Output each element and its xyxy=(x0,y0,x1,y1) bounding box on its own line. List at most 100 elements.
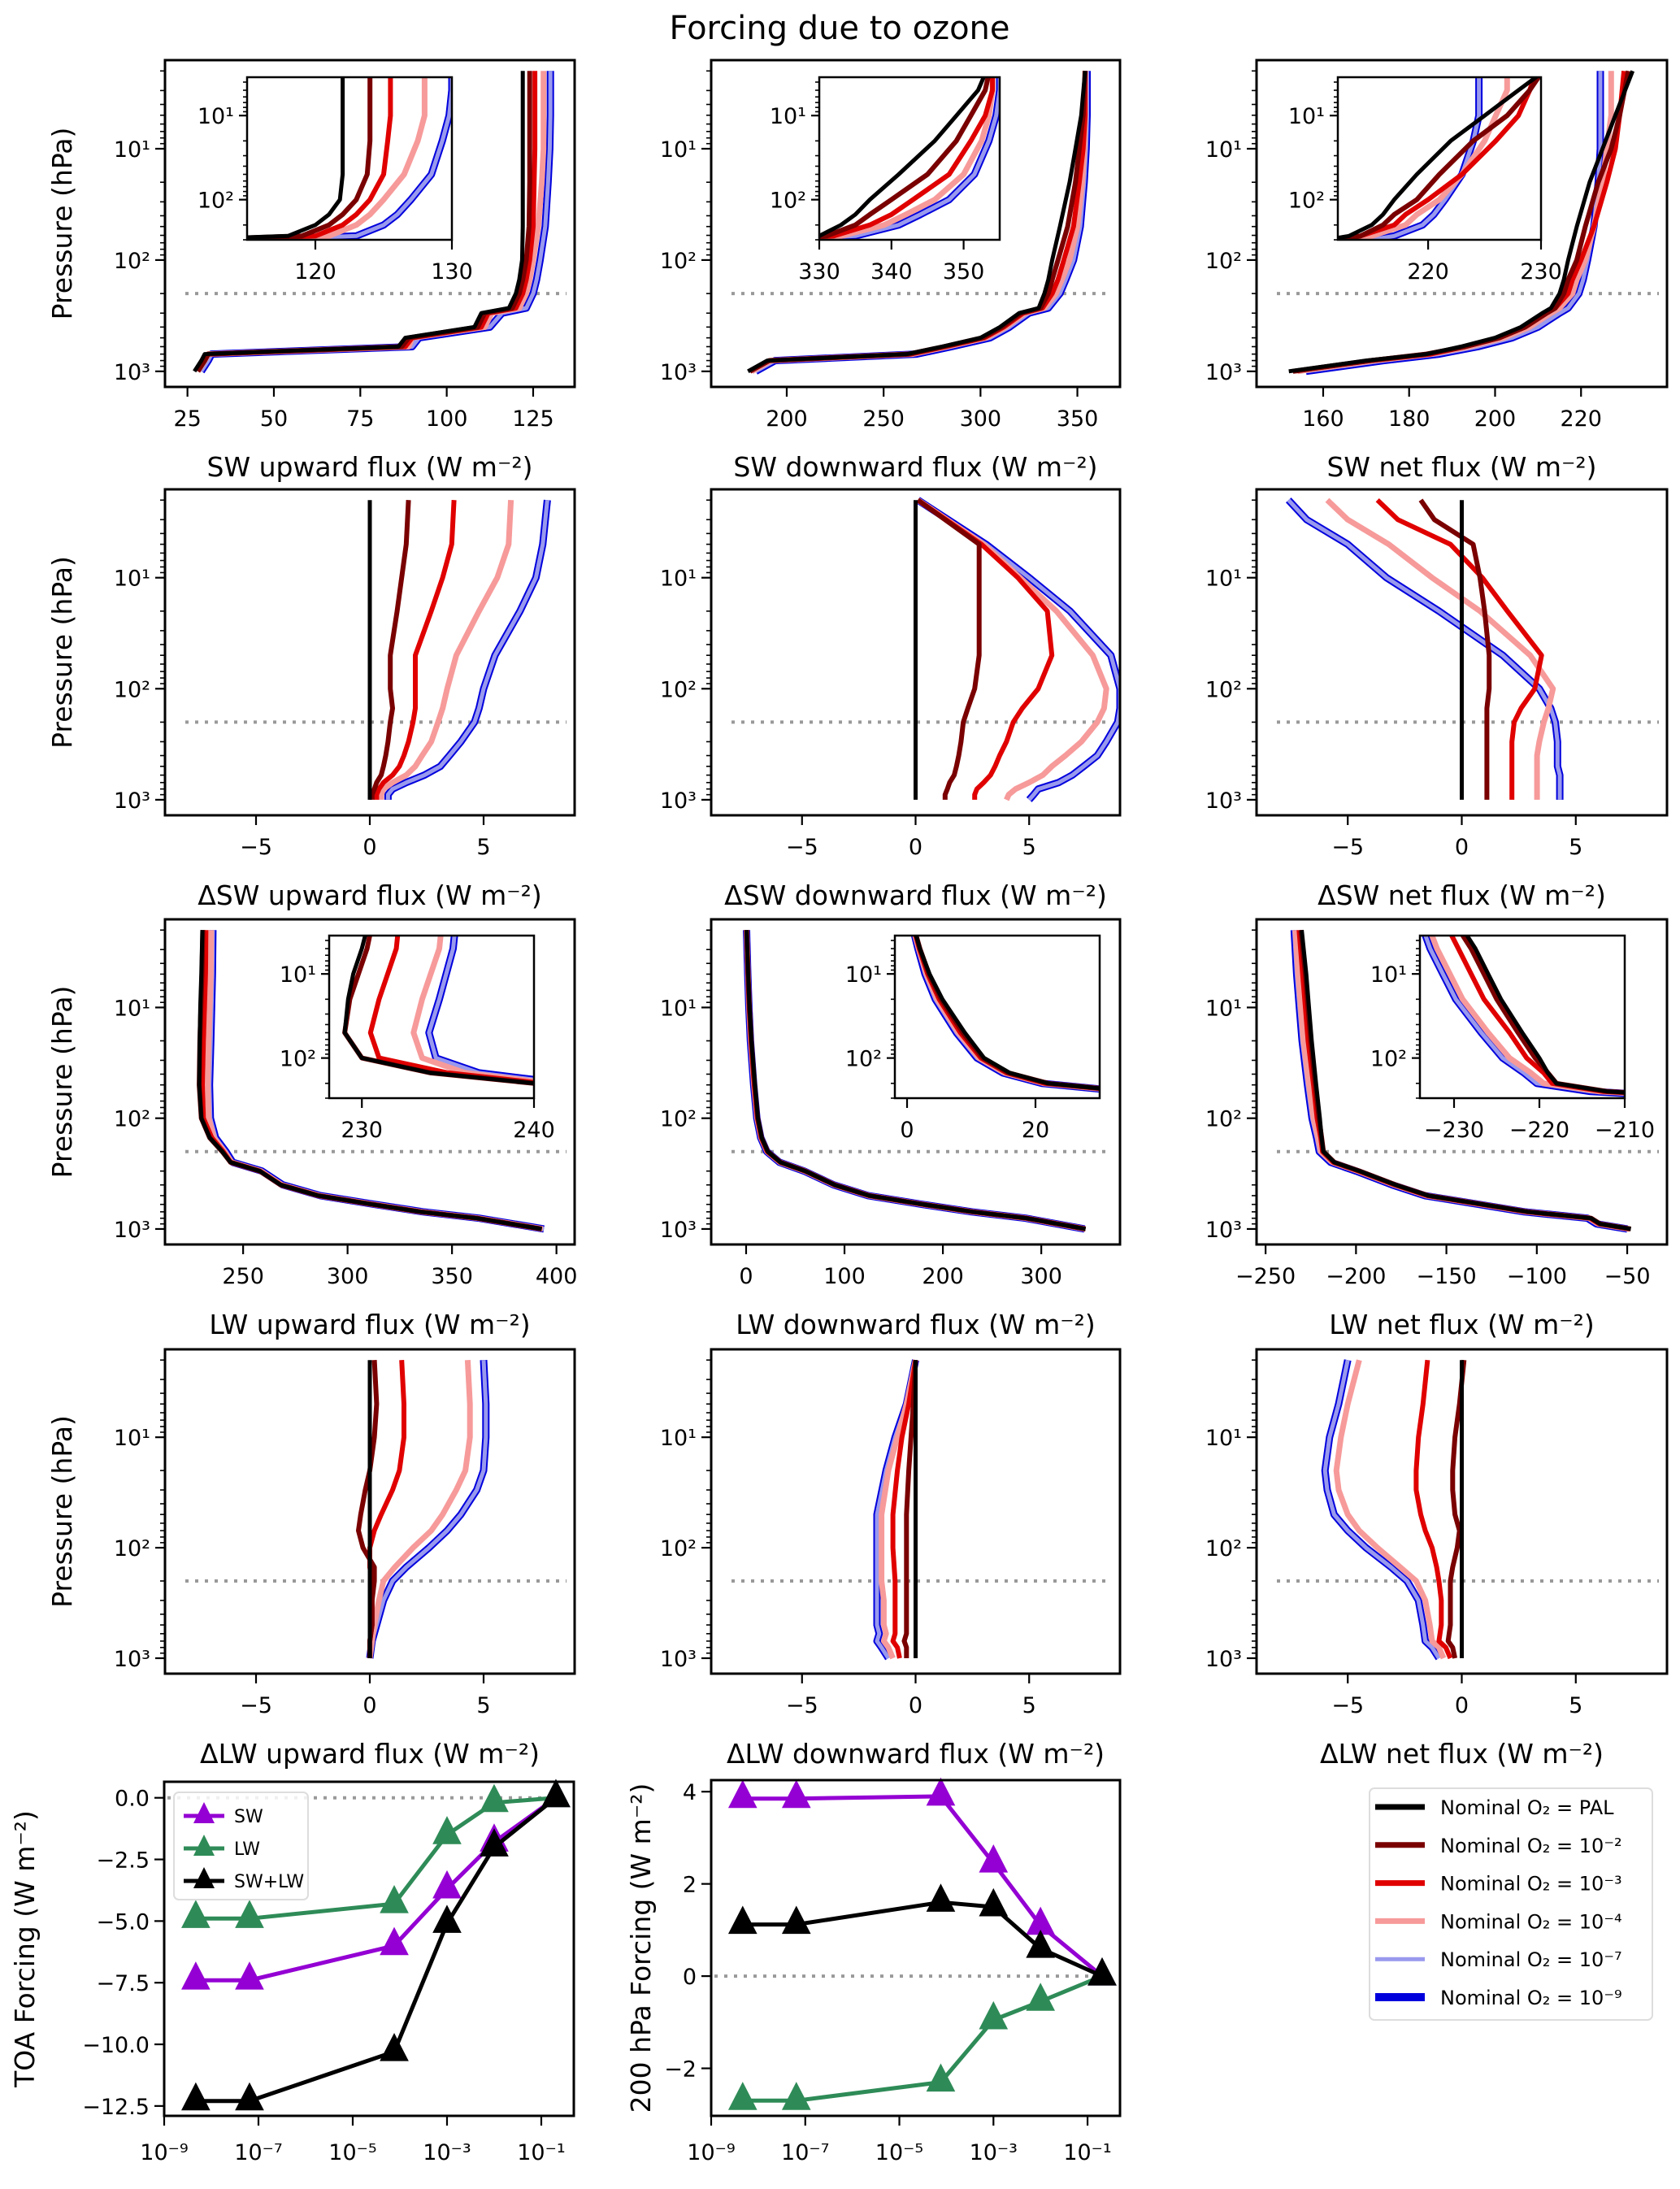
x-tick-label: 25 xyxy=(173,406,201,432)
series-line-1e-2 xyxy=(901,1360,918,1658)
panel-toa-forcing: 0.0 −2.5 −5.0 −7.5 −10.0 −12.5 10⁻⁹ 10⁻⁷ 10⁻⁵ 10⁻… xyxy=(9,1779,575,2189)
lw-up-y-tick-label: 10² xyxy=(114,1107,150,1132)
inset-x-tick-label: 20 xyxy=(1022,1118,1049,1143)
marker-triangle xyxy=(781,1905,811,1935)
panel-sw-down: 10¹ 10² 10³ 200 250 300 350 SW downward flux (W… xyxy=(660,59,1122,483)
x-tick-label: −50 xyxy=(1604,1264,1651,1289)
x-tick-label: 200 xyxy=(1474,406,1517,432)
inset-lw-up: 10¹ 10² 230 240 xyxy=(280,934,555,1143)
marker-triangle xyxy=(480,1828,509,1857)
x-axis-label: LW upward flux (W m⁻²) xyxy=(209,1309,530,1340)
series-line-1e-3 xyxy=(1413,1359,1453,1660)
x-tick-label: 5 xyxy=(1569,1693,1582,1718)
y-tick-label: −5.0 xyxy=(96,1909,150,1935)
dsw-net-y-tick-label: 10² xyxy=(1205,677,1242,702)
y-tick-label: −7.5 xyxy=(96,1971,150,1996)
dlw-down-y-tick-label: 10³ xyxy=(660,1647,697,1672)
inset-x-tick-label: 220 xyxy=(1407,259,1449,284)
panel-dsw-net: 10¹ 10² 10³ −5 0 5 ΔSW net flux (W m⁻²) xyxy=(1205,488,1669,911)
dlw-down-y-tick-label: 10¹ xyxy=(660,1426,697,1451)
x-tick-label: 0 xyxy=(362,1693,376,1718)
x-tick-label: 100 xyxy=(426,406,468,432)
series-line-1e-4 xyxy=(1333,1359,1447,1660)
inset-series-line-1e-4 xyxy=(819,77,996,240)
x-tick-label: 10⁻⁵ xyxy=(875,2140,923,2165)
inset-series-line-1e-3 xyxy=(1338,77,1537,240)
x-tick-label: 100 xyxy=(823,1264,866,1289)
panel-dsw-down: 10¹ 10² 10³ −5 0 5 ΔSW downward flux (W m⁻²) xyxy=(660,488,1122,911)
lw-up-y-tick-label: 10¹ xyxy=(114,996,150,1021)
series-line-1e-3 xyxy=(916,497,1055,800)
inset-sw-up-y-tick-label: 10² xyxy=(198,189,234,214)
inset-x-tick-label: 130 xyxy=(431,259,473,284)
x-tick-label: −150 xyxy=(1417,1264,1477,1289)
axes-frame xyxy=(163,59,576,389)
inset-series-line-1e-7 xyxy=(819,77,1000,240)
x-axis-label: SW upward flux (W m⁻²) xyxy=(207,451,533,483)
marker-triangle xyxy=(181,1900,211,1928)
x-axis-label: ΔSW net flux (W m⁻²) xyxy=(1318,880,1606,911)
x-tick-label: 10⁻⁵ xyxy=(328,2140,376,2165)
legend-marker xyxy=(193,1835,215,1856)
x-tick-label: 10⁻⁹ xyxy=(140,2140,188,2165)
dlw-net-y-tick-label: 10³ xyxy=(1205,1647,1242,1672)
sw-up-y-tick-label: 10³ xyxy=(114,360,150,385)
lw-down-y-tick-label: 10¹ xyxy=(660,996,697,1021)
legend-label-1e-7: Nominal O₂ = 10⁻⁷ xyxy=(1440,1948,1622,1971)
inset-x-tick-label: 330 xyxy=(798,259,840,284)
axes-frame xyxy=(710,59,1122,389)
sw-down-y-tick-label: 10³ xyxy=(660,360,697,385)
marker-triangle xyxy=(727,1905,758,1935)
dlw-net-y-tick-label: 10² xyxy=(1205,1536,1242,1561)
x-tick-label: 10⁻⁷ xyxy=(781,2140,829,2165)
x-axis-label: SW net flux (W m⁻²) xyxy=(1326,451,1596,483)
x-tick-label: 5 xyxy=(1569,835,1582,860)
inset-lw-net-y-tick-label: 10¹ xyxy=(1370,962,1407,988)
series-line-1e-4 xyxy=(1325,497,1556,800)
x-tick-label: 50 xyxy=(260,406,288,432)
marker-triangle xyxy=(235,1961,264,1990)
inset-lw-up-y-tick-label: 10² xyxy=(280,1047,316,1072)
series-line-1e-3 xyxy=(890,1359,918,1659)
legend-label: SW xyxy=(234,1807,263,1827)
marker-triangle xyxy=(380,2033,409,2061)
x-tick-label: 5 xyxy=(476,835,490,860)
inset-series-line-1e-7 xyxy=(251,77,452,240)
series-line-PAL xyxy=(193,71,525,373)
inset-series-line-PAL xyxy=(247,77,345,240)
legend-label-1e-4: Nominal O₂ = 10⁻⁴ xyxy=(1440,1910,1622,1933)
inset-lw-down-y-tick-label: 10¹ xyxy=(845,962,882,988)
sw-down-y-tick-label: 10¹ xyxy=(660,137,697,163)
x-tick-label: 125 xyxy=(512,406,554,432)
x-tick-label: 10⁻⁷ xyxy=(234,2140,282,2165)
x-tick-label: −5 xyxy=(240,835,272,860)
inset-frame xyxy=(1336,76,1543,241)
y-tick-label: 0.0 xyxy=(115,1787,150,1812)
inset-lw-down: 10¹ 10² 0 20 xyxy=(845,934,1101,1143)
dlw-up-y-tick-label: 10² xyxy=(114,1536,150,1561)
legend-label-1e-2: Nominal O₂ = 10⁻² xyxy=(1440,1835,1622,1857)
panel-dlw-down: 10¹ 10² 10³ −5 0 5 ΔLW downward flux (W m⁻²) xyxy=(660,1348,1122,1770)
dsw-net-y-tick-label: 10¹ xyxy=(1205,567,1242,592)
legend-label-1e-9: Nominal O₂ = 10⁻⁹ xyxy=(1440,1987,1622,2009)
dlw-up-y-tick-label: 10¹ xyxy=(114,1426,150,1451)
series-line-1e-4 xyxy=(916,497,1109,801)
marker-triangle xyxy=(380,1926,409,1956)
legend-box xyxy=(1369,1787,1653,2021)
inset-x-tick-label: −230 xyxy=(1424,1118,1484,1143)
inset-sw-net-y-tick-label: 10¹ xyxy=(1288,104,1325,129)
y-tick-label: −12.5 xyxy=(82,2095,150,2120)
x-tick-label: 10⁻¹ xyxy=(1063,2140,1111,2165)
x-tick-label: 0 xyxy=(1455,835,1469,860)
inset-sw-net-y-tick-label: 10² xyxy=(1288,189,1325,214)
panel-sw-up: 10¹ 10² 10³ 25 50 75 100 125 SW upward flux (W m… xyxy=(46,59,576,483)
inset-series-line-PAL xyxy=(1465,936,1625,1095)
x-axis-label: ΔSW downward flux (W m⁻²) xyxy=(724,880,1107,911)
y-axis-label: Pressure (hPa) xyxy=(46,556,78,749)
x-tick-label: 400 xyxy=(536,1264,578,1289)
series-line-1e-7 xyxy=(385,499,549,800)
marker-triangle xyxy=(1026,1983,1055,2011)
